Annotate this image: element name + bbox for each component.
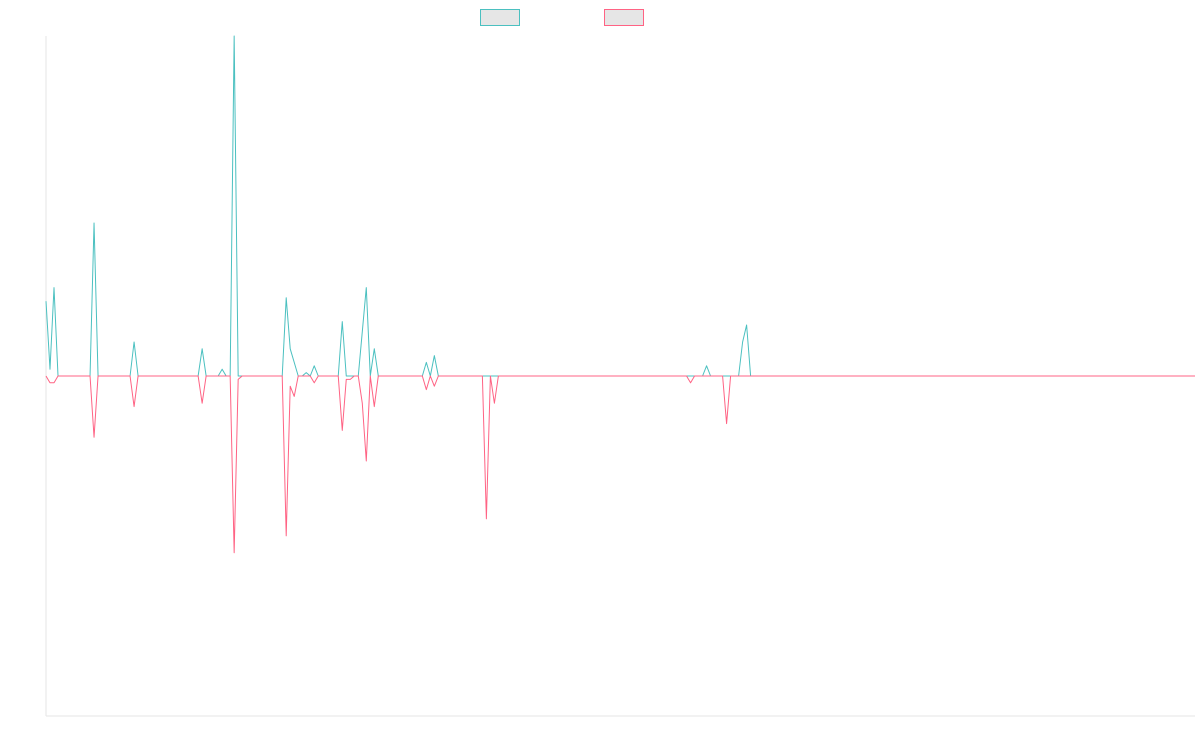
legend-swatch-series-1 [480,9,520,26]
series-line-1 [45,35,1195,377]
series-line-2 [45,375,1195,554]
series-layer [45,35,1195,554]
legend [0,9,1200,27]
legend-swatch-series-2 [604,9,644,26]
